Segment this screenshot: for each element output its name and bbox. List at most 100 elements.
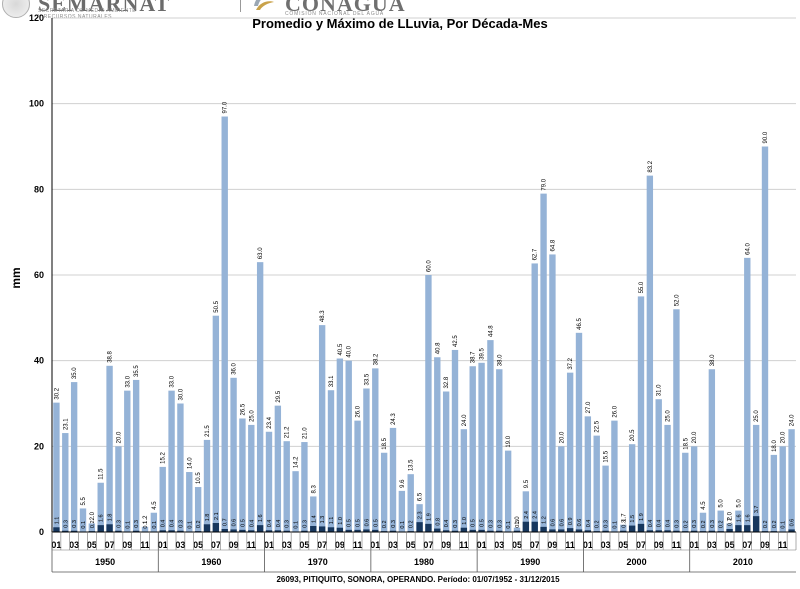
- bar-labels: 30.21.123.10.335.00.35.50.12.00.211.51.6…: [54, 101, 795, 528]
- y-axis-label: mm: [9, 267, 23, 288]
- avg-bar: [168, 530, 175, 532]
- avg-value-label: 0.3: [453, 520, 459, 528]
- x-decade-label: 1990: [520, 557, 540, 567]
- x-month-tick-label: 03: [707, 540, 717, 550]
- max-value-label: 4.5: [701, 501, 707, 510]
- max-bar: [602, 465, 609, 532]
- conagua-subtitle: COMISIÓN NACIONAL DEL AGUA: [285, 11, 385, 17]
- avg-value-label: 0.3: [515, 520, 521, 528]
- x-month-tick-label: 03: [388, 540, 398, 550]
- avg-bar: [690, 530, 698, 532]
- max-value-label: 90.0: [763, 131, 769, 143]
- avg-bar: [451, 530, 459, 532]
- max-bar: [646, 175, 654, 533]
- avg-value-label: 0.1: [81, 521, 87, 529]
- avg-value-label: 0.4: [444, 520, 450, 528]
- max-value-label: 15.2: [161, 452, 167, 464]
- x-month-tick-label: 05: [87, 540, 97, 550]
- max-bar: [398, 490, 406, 532]
- y-tick-label: 20: [34, 441, 44, 451]
- x-month-tick-label: 07: [530, 540, 540, 550]
- avg-value-label: 1.9: [639, 513, 645, 521]
- max-bar: [566, 372, 574, 532]
- avg-value-label: 0.3: [72, 520, 78, 528]
- avg-value-label: 0.3: [134, 520, 140, 528]
- avg-bar: [664, 530, 671, 532]
- max-bar: [504, 450, 512, 532]
- x-month-tick-label: 07: [423, 540, 433, 550]
- max-value-label: 38.2: [373, 353, 379, 365]
- avg-value-label: 0.5: [347, 519, 353, 527]
- avg-value-label: 1.6: [736, 514, 742, 522]
- x-month-tick-label: 05: [618, 540, 628, 550]
- avg-bar: [248, 530, 255, 532]
- max-bar: [345, 360, 352, 532]
- max-value-label: 38.0: [710, 354, 716, 366]
- max-value-label: 35.5: [134, 365, 140, 377]
- avg-value-label: 0.3: [302, 520, 308, 528]
- avg-value-label: 0.2: [763, 520, 769, 528]
- max-bar: [726, 523, 733, 532]
- avg-value-label: 0.5: [471, 519, 477, 527]
- max-bar: [425, 275, 432, 532]
- avg-value-label: 0.1: [506, 521, 512, 529]
- max-value-label: 26.0: [356, 405, 362, 417]
- max-bar: [327, 390, 335, 532]
- avg-bar: [106, 524, 113, 532]
- avg-value-label: 1.0: [462, 517, 468, 525]
- avg-bar: [575, 529, 583, 532]
- avg-value-label: 0.3: [497, 520, 503, 528]
- max-bar: [212, 315, 220, 532]
- max-bar: [628, 444, 636, 532]
- max-value-label: 19.0: [506, 435, 512, 447]
- avg-value-label: 0.3: [710, 520, 716, 528]
- max-value-label: 40.5: [338, 343, 344, 355]
- avg-bar: [265, 530, 273, 532]
- avg-value-label: 0.4: [267, 520, 273, 528]
- max-bar: [363, 388, 370, 532]
- avg-value-label: 0.1: [294, 521, 300, 529]
- avg-bar: [327, 527, 335, 532]
- avg-bar: [620, 530, 627, 532]
- max-value-label: 38.8: [108, 350, 114, 362]
- max-value-label: 5.5: [81, 496, 87, 505]
- avg-bar: [460, 527, 468, 532]
- max-value-label: 79.0: [542, 178, 548, 190]
- avg-value-label: 0.3: [692, 520, 698, 528]
- max-bar: [336, 358, 344, 532]
- avg-bar: [177, 530, 184, 532]
- x-month-tick-label: 01: [477, 540, 487, 550]
- x-month-tick-label: 03: [69, 540, 79, 550]
- avg-bar: [274, 530, 282, 532]
- max-bar: [682, 452, 689, 532]
- max-bar: [150, 512, 158, 532]
- avg-value-label: 0.9: [568, 517, 574, 525]
- max-bar: [248, 424, 255, 532]
- avg-value-label: 0.3: [488, 520, 494, 528]
- avg-value-label: 0.3: [116, 520, 122, 528]
- avg-bar: [239, 529, 246, 532]
- max-value-label: 30.0: [178, 388, 184, 400]
- max-value-label: 6.5: [418, 492, 424, 501]
- max-bar: [132, 379, 140, 532]
- max-bar: [186, 472, 193, 532]
- max-value-label: 24.0: [462, 414, 468, 426]
- avg-bar: [283, 530, 290, 532]
- max-bar: [434, 357, 441, 532]
- avg-bar: [752, 516, 760, 532]
- avg-value-label: 0.4: [170, 520, 176, 528]
- x-month-tick-label: 03: [494, 540, 504, 550]
- avg-value-label: 0.1: [400, 521, 406, 529]
- max-value-label: 1.0: [515, 516, 521, 525]
- max-bar: [159, 466, 166, 532]
- max-bar: [620, 524, 627, 532]
- x-month-tick-label: 11: [140, 540, 150, 550]
- max-value-label: 33.1: [329, 375, 335, 387]
- max-value-label: 27.0: [586, 401, 592, 413]
- avg-value-label: 0.1: [125, 521, 131, 529]
- x-month-tick-label: 05: [512, 540, 522, 550]
- max-value-label: 10.5: [196, 472, 202, 484]
- max-value-label: 48.3: [320, 310, 326, 322]
- avg-value-label: 0.3: [621, 520, 627, 528]
- avg-bar: [354, 529, 361, 532]
